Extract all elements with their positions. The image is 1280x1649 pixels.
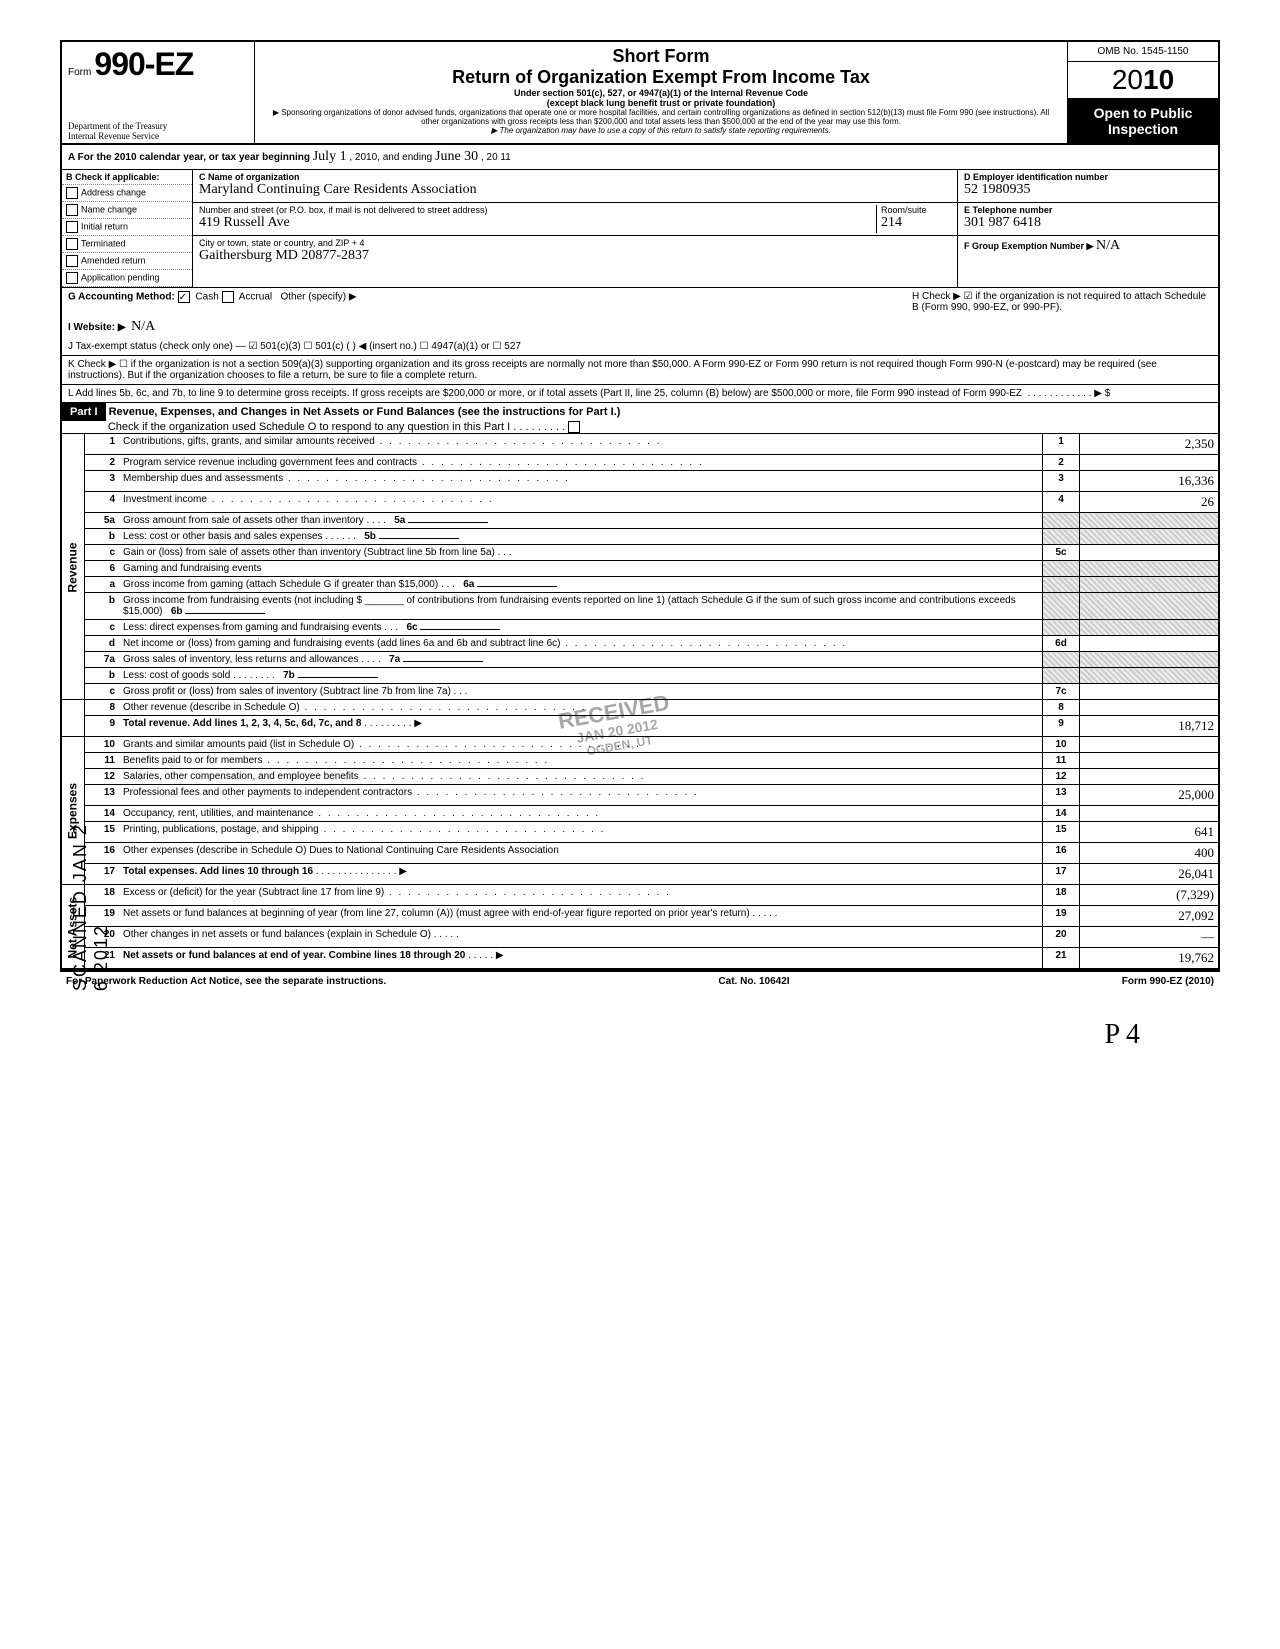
amt-7c [1080,684,1220,700]
amt-12 [1080,769,1220,785]
subtitle1: Under section 501(c), 527, or 4947(a)(1)… [265,88,1057,98]
amt-14 [1080,806,1220,822]
chk-name-change[interactable] [66,204,78,216]
group-label: F Group Exemption Number ▶ [964,241,1093,251]
subtitle2: (except black lung benefit trust or priv… [265,98,1057,108]
row-g-label: G Accounting Method: [68,292,175,303]
amt-19: 27,092 [1080,906,1220,927]
form-footer: For Paperwork Reduction Act Notice, see … [60,970,1220,991]
sponsor-note: ▶ Sponsoring organizations of donor advi… [265,108,1057,126]
omb-number: OMB No. 1545-1150 [1068,42,1218,62]
side-revenue: Revenue [61,434,85,700]
form-prefix: Form [68,67,91,78]
open-to-public: Open to Public Inspection [1068,99,1218,143]
chk-pending[interactable] [66,272,78,284]
amt-18: (7,329) [1080,885,1220,906]
year-begin: July 1 [313,149,347,164]
row-h: H Check ▶ ☑ if the organization is not r… [912,291,1212,313]
amt-6d [1080,636,1220,652]
name-label: C Name of organization [199,172,300,182]
part1-check-text: Check if the organization used Schedule … [108,421,510,433]
side-netassets: Net Assets [61,885,85,970]
part1-title: Revenue, Expenses, and Changes in Net As… [109,406,621,418]
room-label: Room/suite [881,205,927,215]
row-i-label: I Website: ▶ [68,322,126,333]
copy-note: ▶ The organization may have to use a cop… [265,126,1057,135]
row-k: K Check ▶ ☐ if the organization is not a… [60,356,1220,385]
form-number: 990-EZ [94,46,193,82]
amt-4: 26 [1080,492,1220,513]
amt-11 [1080,753,1220,769]
amt-3: 16,336 [1080,471,1220,492]
section-b-header: B Check if applicable: [66,172,160,182]
side-expenses: Expenses [61,737,85,885]
city-state-zip: Gaithersburg MD 20877-2837 [199,248,369,263]
footer-mid: Cat. No. 10642I [718,976,789,987]
row-l: L Add lines 5b, 6c, and 7b, to line 9 to… [60,385,1220,403]
org-name: Maryland Continuing Care Residents Assoc… [199,182,477,197]
return-title: Return of Organization Exempt From Incom… [265,67,1057,88]
year-end: June 30 [435,149,478,164]
section-a-tax-year: A For the 2010 calendar year, or tax yea… [60,143,1220,170]
amt-15: 641 [1080,822,1220,843]
room-suite: 214 [881,215,902,230]
tax-year: 2010 [1068,62,1218,99]
amt-1: 2,350 [1080,434,1220,455]
chk-cash[interactable]: ✓ [178,291,190,303]
ein-label: D Employer identification number [964,172,1108,182]
amt-8 [1080,700,1220,716]
amt-20: — [1080,927,1220,948]
chk-address-change[interactable] [66,187,78,199]
amt-10 [1080,737,1220,753]
city-label: City or town, state or country, and ZIP … [199,238,365,248]
chk-initial-return[interactable] [66,221,78,233]
footer-left: For Paperwork Reduction Act Notice, see … [66,976,386,987]
phone-value: 301 987 6418 [964,215,1041,230]
website-value: N/A [131,319,155,334]
addr-label: Number and street (or P.O. box, if mail … [199,205,487,215]
page-marker: P 4 [1104,1019,1140,1051]
amt-9: 18,712 [1080,716,1220,737]
amt-21: 19,762 [1080,948,1220,970]
phone-label: E Telephone number [964,205,1052,215]
street-address: 419 Russell Ave [199,215,290,230]
info-grid: B Check if applicable: Address change Na… [60,170,1220,287]
short-form-title: Short Form [265,46,1057,67]
row-j: J Tax-exempt status (check only one) — ☑… [60,338,1220,356]
form-header: Form 990-EZ Department of the Treasury I… [60,40,1220,143]
chk-amended[interactable] [66,255,78,267]
amt-17: 26,041 [1080,864,1220,885]
amt-2 [1080,455,1220,471]
chk-accrual[interactable] [222,291,234,303]
dept-line2: Internal Revenue Service [68,131,167,141]
chk-terminated[interactable] [66,238,78,250]
dept-line1: Department of the Treasury [68,121,167,131]
part1-label: Part I [62,403,106,421]
group-value: N/A [1096,238,1120,253]
ein-value: 52 1980935 [964,182,1031,197]
amt-5c [1080,545,1220,561]
amt-13: 25,000 [1080,785,1220,806]
chk-schedule-o[interactable] [568,421,580,433]
amt-16: 400 [1080,843,1220,864]
footer-right: Form 990-EZ (2010) [1122,976,1214,987]
